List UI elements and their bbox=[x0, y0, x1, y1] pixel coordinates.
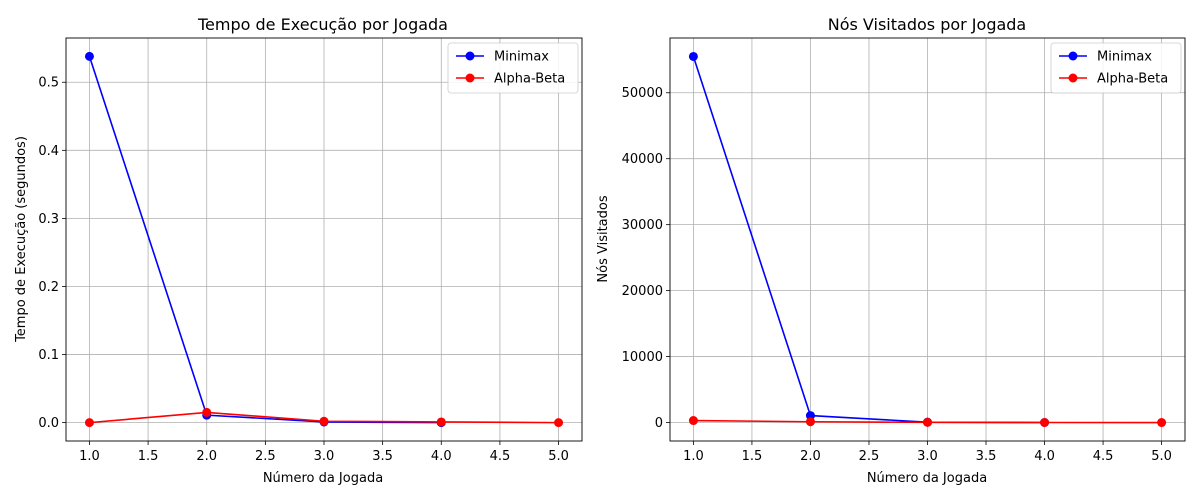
y-tick-label: 50000 bbox=[622, 86, 663, 101]
y-tick-label: 0.0 bbox=[38, 416, 59, 431]
data-point bbox=[436, 417, 446, 427]
y-tick-label: 0.2 bbox=[38, 280, 59, 295]
legend-label: Alpha-Beta bbox=[1097, 72, 1168, 87]
x-tick-label: 3.0 bbox=[917, 449, 938, 464]
data-point bbox=[805, 417, 815, 427]
series-alpha-beta bbox=[688, 416, 1167, 428]
x-tick-label: 2.0 bbox=[800, 449, 821, 464]
chart-title: Nós Visitados por Jogada bbox=[828, 15, 1026, 34]
series-alpha-beta bbox=[84, 407, 564, 428]
y-tick-label: 30000 bbox=[622, 218, 663, 233]
legend-label: Minimax bbox=[1097, 50, 1152, 65]
x-tick-label: 4.0 bbox=[431, 449, 452, 464]
plot-frame bbox=[669, 37, 1186, 442]
legend: Minimax Alpha-Beta bbox=[1050, 42, 1182, 94]
y-tick-label: 0.5 bbox=[38, 76, 59, 91]
legend-marker bbox=[465, 51, 475, 61]
y-tick-label: 0.1 bbox=[38, 348, 59, 363]
data-point bbox=[319, 416, 329, 426]
legend-marker bbox=[1068, 73, 1078, 83]
ticks: 1.0 1.5 2.0 2.5 3.0 3.5 4.0 4.5 5.0 0 10000 20000 30… bbox=[622, 86, 1172, 464]
x-tick-label: 1.0 bbox=[79, 449, 100, 464]
y-tick-label: 0.4 bbox=[38, 144, 59, 159]
data-point bbox=[202, 407, 212, 417]
y-tick-label: 10000 bbox=[622, 350, 663, 365]
chart-visited-nodes: Nós Visitados por Jogada Número da Jogad… bbox=[596, 15, 1186, 486]
legend-entry: Minimax bbox=[456, 50, 549, 65]
legend-entry: Minimax bbox=[1059, 50, 1152, 65]
y-tick-label: 0.3 bbox=[38, 212, 59, 227]
data-point bbox=[84, 51, 94, 61]
legend-entry: Alpha-Beta bbox=[456, 72, 565, 87]
x-tick-label: 3.5 bbox=[372, 449, 393, 464]
data-point bbox=[554, 418, 564, 428]
x-tick-label: 4.0 bbox=[1034, 449, 1055, 464]
x-axis-label: Número da Jogada bbox=[263, 471, 383, 486]
x-tick-label: 2.5 bbox=[859, 449, 880, 464]
y-tick-label: 0 bbox=[655, 416, 663, 431]
data-point bbox=[688, 51, 698, 61]
x-tick-label: 5.0 bbox=[1151, 449, 1172, 464]
data-point bbox=[688, 416, 698, 426]
x-tick-label: 3.5 bbox=[976, 449, 997, 464]
chart-execution-time: Tempo de Execução por Jogada Número da J… bbox=[14, 15, 583, 486]
ticks: 1.0 1.5 2.0 2.5 3.0 3.5 4.0 4.5 5.0 0.0 0.1 0.2 0.3 0… bbox=[38, 76, 569, 464]
data-point bbox=[84, 418, 94, 428]
data-point bbox=[923, 417, 932, 427]
legend-marker bbox=[1068, 51, 1078, 61]
x-tick-label: 4.5 bbox=[490, 449, 511, 464]
legend-label: Minimax bbox=[494, 50, 549, 65]
y-tick-label: 20000 bbox=[622, 284, 663, 299]
data-point bbox=[1157, 418, 1167, 428]
x-tick-label: 1.5 bbox=[742, 449, 763, 464]
x-tick-label: 4.5 bbox=[1093, 449, 1114, 464]
x-axis-label: Número da Jogada bbox=[867, 471, 987, 486]
plot-frame bbox=[65, 37, 583, 442]
x-tick-label: 1.5 bbox=[138, 449, 159, 464]
grid bbox=[670, 38, 1185, 441]
legend-label: Alpha-Beta bbox=[494, 72, 565, 87]
chart-title: Tempo de Execução por Jogada bbox=[197, 15, 448, 34]
x-tick-label: 5.0 bbox=[548, 449, 569, 464]
x-tick-label: 2.5 bbox=[255, 449, 276, 464]
y-tick-label: 40000 bbox=[622, 152, 663, 167]
x-tick-label: 3.0 bbox=[314, 449, 335, 464]
data-point bbox=[1040, 417, 1050, 427]
y-axis-label: Tempo de Execução (segundos) bbox=[14, 136, 29, 343]
x-tick-label: 2.0 bbox=[196, 449, 217, 464]
x-tick-label: 1.0 bbox=[683, 449, 704, 464]
legend-marker bbox=[465, 73, 475, 83]
legend-entry: Alpha-Beta bbox=[1059, 72, 1168, 87]
y-axis-label: Nós Visitados bbox=[596, 195, 611, 282]
legend: Minimax Alpha-Beta bbox=[447, 42, 579, 94]
